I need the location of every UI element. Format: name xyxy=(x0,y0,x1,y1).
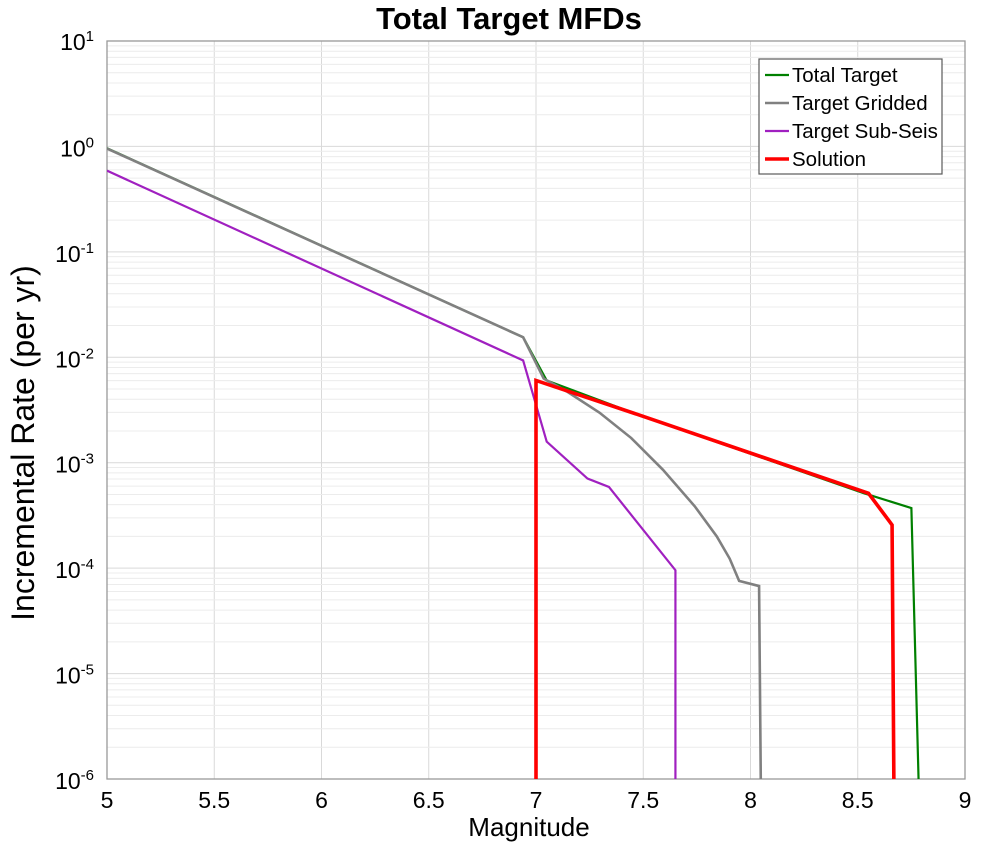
svg-text:10-5: 10-5 xyxy=(55,662,94,689)
svg-text:Magnitude: Magnitude xyxy=(468,812,589,842)
svg-text:7.5: 7.5 xyxy=(627,787,659,813)
svg-text:9: 9 xyxy=(959,787,972,813)
svg-text:5.5: 5.5 xyxy=(198,787,230,813)
svg-text:5: 5 xyxy=(101,787,114,813)
svg-text:8: 8 xyxy=(744,787,757,813)
svg-text:6.5: 6.5 xyxy=(413,787,445,813)
svg-text:6: 6 xyxy=(315,787,328,813)
svg-text:10-2: 10-2 xyxy=(55,345,94,372)
svg-text:Incremental Rate (per yr): Incremental Rate (per yr) xyxy=(5,265,41,621)
svg-text:8.5: 8.5 xyxy=(842,787,874,813)
svg-text:10-1: 10-1 xyxy=(55,240,94,267)
svg-text:Target Sub-Seis: Target Sub-Seis xyxy=(792,120,938,143)
svg-text:100: 100 xyxy=(60,134,94,161)
svg-text:7: 7 xyxy=(530,787,543,813)
svg-text:10-3: 10-3 xyxy=(55,451,94,478)
svg-text:Target Gridded: Target Gridded xyxy=(792,92,928,115)
svg-text:Total Target: Total Target xyxy=(792,64,898,87)
svg-text:Total Target MFDs: Total Target MFDs xyxy=(376,1,642,36)
svg-text:101: 101 xyxy=(60,28,94,55)
svg-text:10-6: 10-6 xyxy=(55,767,94,794)
svg-text:10-4: 10-4 xyxy=(55,556,94,583)
svg-text:Solution: Solution xyxy=(792,148,866,171)
